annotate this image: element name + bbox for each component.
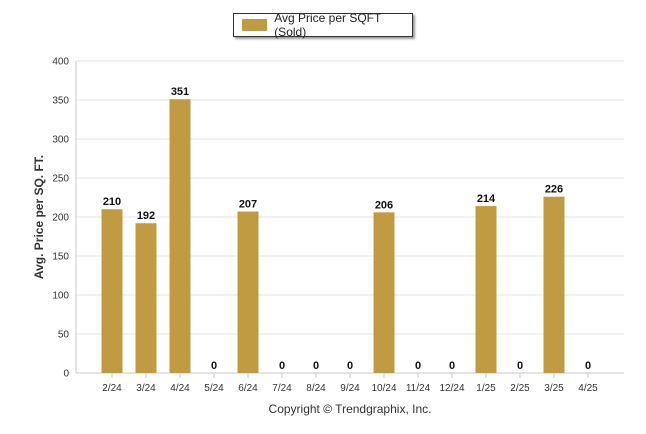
x-tick-label: 8/24 <box>306 383 326 394</box>
x-tick-label: 11/24 <box>406 383 431 394</box>
data-label: 226 <box>545 184 563 196</box>
y-axis-label: Avg. Price per SQ. FT. <box>32 155 46 279</box>
y-tick-label: 50 <box>58 330 70 341</box>
data-label: 207 <box>239 199 257 211</box>
x-tick-label: 1/25 <box>476 383 496 394</box>
bar <box>543 196 565 373</box>
data-label: 192 <box>137 210 155 222</box>
data-label: 0 <box>415 360 421 372</box>
x-tick-label: 5/24 <box>204 383 224 394</box>
data-label: 0 <box>517 360 523 372</box>
y-tick-label: 200 <box>52 213 69 224</box>
bar <box>135 223 157 373</box>
x-tick-label: 10/24 <box>371 383 396 394</box>
y-tick-label: 350 <box>52 96 69 107</box>
y-tick-label: 100 <box>52 291 69 302</box>
x-tick-label: 2/25 <box>510 383 530 394</box>
x-tick-label: 9/24 <box>340 383 360 394</box>
bar <box>475 206 497 373</box>
y-tick-label: 0 <box>63 369 69 380</box>
bar <box>169 99 191 373</box>
data-label: 206 <box>375 199 393 211</box>
x-tick-label: 4/24 <box>170 383 190 394</box>
data-label: 210 <box>103 196 121 208</box>
y-tick-label: 250 <box>52 174 69 185</box>
legend-swatch <box>242 19 268 31</box>
y-tick-label: 150 <box>52 252 69 263</box>
y-tick-label: 400 <box>52 57 69 68</box>
data-label: 0 <box>585 360 591 372</box>
data-label: 214 <box>477 193 496 205</box>
x-tick-label: 12/24 <box>439 383 464 394</box>
x-tick-label: 7/24 <box>272 383 292 394</box>
bar <box>373 212 395 373</box>
data-label: 0 <box>279 360 285 372</box>
data-label: 0 <box>313 360 319 372</box>
data-label: 0 <box>211 360 217 372</box>
bar <box>237 211 259 373</box>
legend: Avg Price per SQFT (Sold) <box>233 11 413 39</box>
data-label: 0 <box>449 360 455 372</box>
x-tick-label: 2/24 <box>102 383 122 394</box>
legend-label: Avg Price per SQFT (Sold) <box>274 11 382 39</box>
x-tick-label: 4/25 <box>578 383 598 394</box>
copyright-footer: Copyright © Trendgraphix, Inc. <box>268 402 432 416</box>
bar <box>101 209 123 373</box>
y-tick-label: 300 <box>52 135 69 146</box>
x-tick-label: 6/24 <box>238 383 258 394</box>
data-label: 0 <box>347 360 353 372</box>
data-label: 351 <box>171 86 189 98</box>
x-tick-label: 3/25 <box>544 383 564 394</box>
x-tick-label: 3/24 <box>136 383 156 394</box>
